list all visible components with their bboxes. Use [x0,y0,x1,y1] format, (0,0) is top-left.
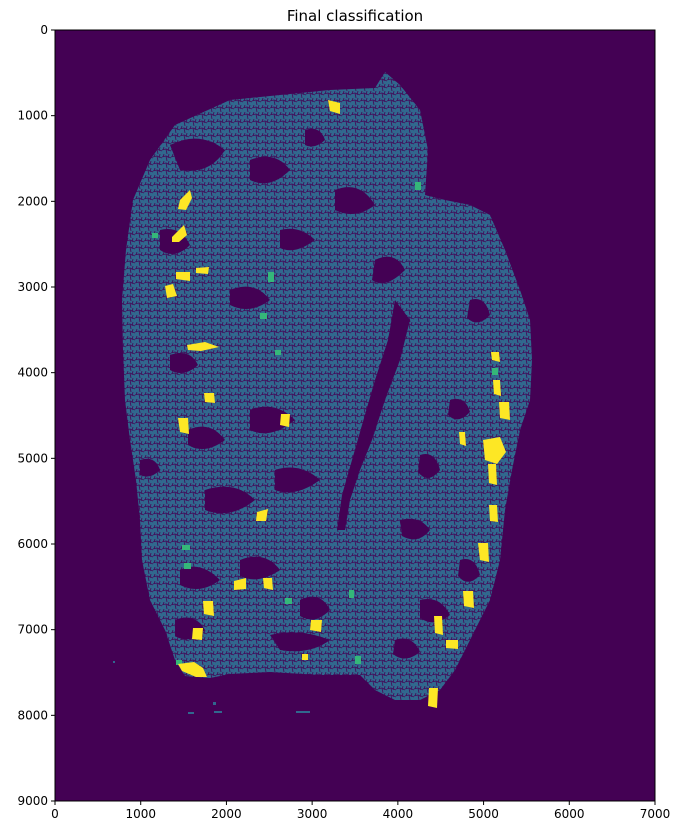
x-tick-label: 2000 [211,807,242,821]
y-tick-label: 3000 [17,280,48,294]
y-tick-label: 9000 [17,794,48,808]
tissue-section-left [122,72,532,700]
y-tick-label: 8000 [17,708,48,722]
y-axis: 0 1000 2000 3000 4000 5000 6000 7000 8000 9000 [17,23,55,808]
debris-specks [113,661,310,714]
figure-title: Final classification [287,7,423,25]
x-axis: 0 1000 2000 3000 4000 5000 6000 7000 [51,801,670,821]
axes-frame [54,29,656,802]
x-tick-label: 0 [51,807,59,821]
x-tick-label: 1000 [125,807,156,821]
y-tick-label: 2000 [17,194,48,208]
class-yellow-patches [165,100,510,708]
y-tick-label: 5000 [17,451,48,465]
y-tick-label: 1000 [17,109,48,123]
y-tick-label: 0 [40,23,48,37]
x-tick-label: 4000 [383,807,414,821]
x-tick-label: 5000 [468,807,499,821]
dark-holes [140,128,490,659]
x-tick-label: 6000 [554,807,585,821]
y-tick-label: 7000 [17,623,48,637]
image-area [55,30,655,801]
y-tick-label: 4000 [17,366,48,380]
x-tick-label: 7000 [640,807,671,821]
class-green-patches [152,182,498,665]
x-tick-label: 3000 [297,807,328,821]
y-tick-label: 6000 [17,537,48,551]
